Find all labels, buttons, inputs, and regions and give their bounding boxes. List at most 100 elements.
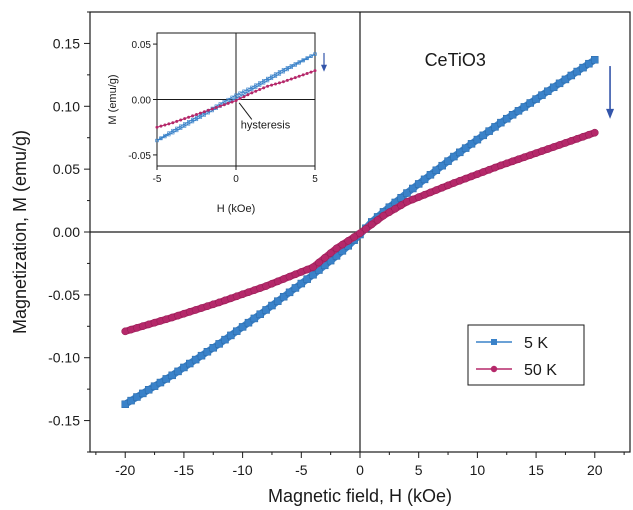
- data-point: [244, 318, 253, 327]
- inset-data-point: [187, 115, 191, 119]
- inset-data-point: [254, 83, 258, 87]
- data-point: [326, 249, 335, 257]
- data-point: [373, 216, 382, 224]
- data-point: [549, 83, 558, 92]
- data-point: [362, 225, 370, 233]
- inset-data-point: [297, 74, 301, 78]
- inset-data-point: [190, 117, 195, 122]
- inset-data-point: [183, 117, 187, 121]
- data-point: [174, 367, 182, 376]
- inset-data-point: [242, 95, 246, 99]
- data-point: [414, 180, 423, 188]
- y-tick-label: 0.00: [53, 224, 80, 240]
- inset-data-point: [222, 103, 226, 107]
- inset-plot: -5 0 5 0.05 0.00 -0.05 H (kOe) M (emu/g) hyst…: [107, 32, 327, 215]
- legend: 5 K 50 K: [467, 324, 585, 386]
- inset-data-point: [202, 110, 206, 114]
- data-point: [320, 253, 329, 262]
- legend-marker: [491, 339, 497, 345]
- data-point: [203, 347, 212, 356]
- data-point: [344, 236, 353, 245]
- data-point: [180, 363, 188, 372]
- data-point: [215, 340, 223, 348]
- inset-data-point: [179, 124, 183, 128]
- inset-data-point: [246, 93, 250, 97]
- data-point: [403, 189, 411, 197]
- data-point: [379, 211, 388, 220]
- data-point: [291, 284, 300, 292]
- inset-data-point: [226, 101, 230, 105]
- inset-data-point: [277, 81, 281, 85]
- data-point: [526, 99, 534, 107]
- legend-marker: [490, 365, 498, 373]
- inset-data-point: [258, 88, 262, 92]
- inset-data-point: [238, 91, 242, 95]
- y-tick-label: 0.10: [53, 98, 80, 114]
- data-point: [356, 229, 364, 238]
- data-point: [520, 103, 529, 111]
- inset-data-point: [206, 108, 210, 112]
- inset-data-point: [198, 115, 203, 119]
- inset-data-point: [202, 113, 207, 117]
- data-point: [532, 95, 540, 103]
- data-point: [285, 288, 294, 297]
- data-point: [479, 131, 488, 140]
- data-point: [444, 157, 452, 165]
- inset-x-tick-label: 0: [233, 174, 239, 185]
- inset-data-point: [269, 76, 274, 81]
- x-tick-label: -15: [174, 462, 194, 478]
- legend-label: 50 K: [524, 362, 557, 379]
- data-point: [268, 301, 276, 310]
- inset-data-point: [301, 58, 305, 62]
- y-tick-label: 0.15: [53, 35, 80, 51]
- data-point: [579, 63, 587, 72]
- inset-cooling-arrow: [321, 52, 327, 72]
- inset-series-50-k: [155, 69, 317, 129]
- inset-data-point: [281, 70, 286, 74]
- inset-data-point: [163, 123, 167, 127]
- inset-data-point: [293, 76, 297, 80]
- inset-data-point: [250, 85, 254, 89]
- inset-data-point: [250, 91, 254, 95]
- inset-data-point: [159, 124, 163, 128]
- data-point: [232, 327, 241, 335]
- inset-data-point: [222, 100, 226, 104]
- inset-data-point: [281, 80, 285, 84]
- data-point: [497, 118, 505, 127]
- inset-data-point: [265, 79, 270, 83]
- inset-data-point: [159, 136, 163, 140]
- data-point: [385, 208, 394, 217]
- data-point: [420, 175, 429, 184]
- data-point: [573, 67, 581, 76]
- data-point: [561, 75, 570, 84]
- inset-data-point: [274, 82, 277, 86]
- data-point: [590, 128, 599, 137]
- inset-data-point: [183, 122, 187, 126]
- data-point: [485, 127, 493, 135]
- arrow-head: [606, 108, 615, 119]
- legend-box: [467, 324, 585, 386]
- inset-data-point: [190, 120, 195, 124]
- inset-data-point: [195, 112, 198, 116]
- data-point: [397, 201, 405, 210]
- inset-data-point: [167, 122, 171, 126]
- inset-data-point: [305, 71, 309, 75]
- data-point: [538, 91, 546, 99]
- data-point: [209, 344, 218, 352]
- data-point: [432, 166, 441, 174]
- inset-data-point: [155, 125, 159, 129]
- data-point: [450, 152, 458, 161]
- data-point: [473, 135, 482, 144]
- main-series-group: [121, 56, 599, 408]
- inset-data-point: [238, 97, 242, 101]
- inset-data-point: [230, 95, 234, 99]
- inset-data-point: [242, 89, 246, 93]
- inset-data-point: [293, 62, 297, 66]
- inset-data-point: [194, 117, 199, 122]
- x-tick-label: -5: [295, 462, 308, 478]
- data-point: [297, 279, 306, 288]
- inset-data-point: [179, 126, 183, 130]
- inset-y-axis-title: M (emu/g): [107, 74, 119, 124]
- inset-data-point: [273, 74, 278, 78]
